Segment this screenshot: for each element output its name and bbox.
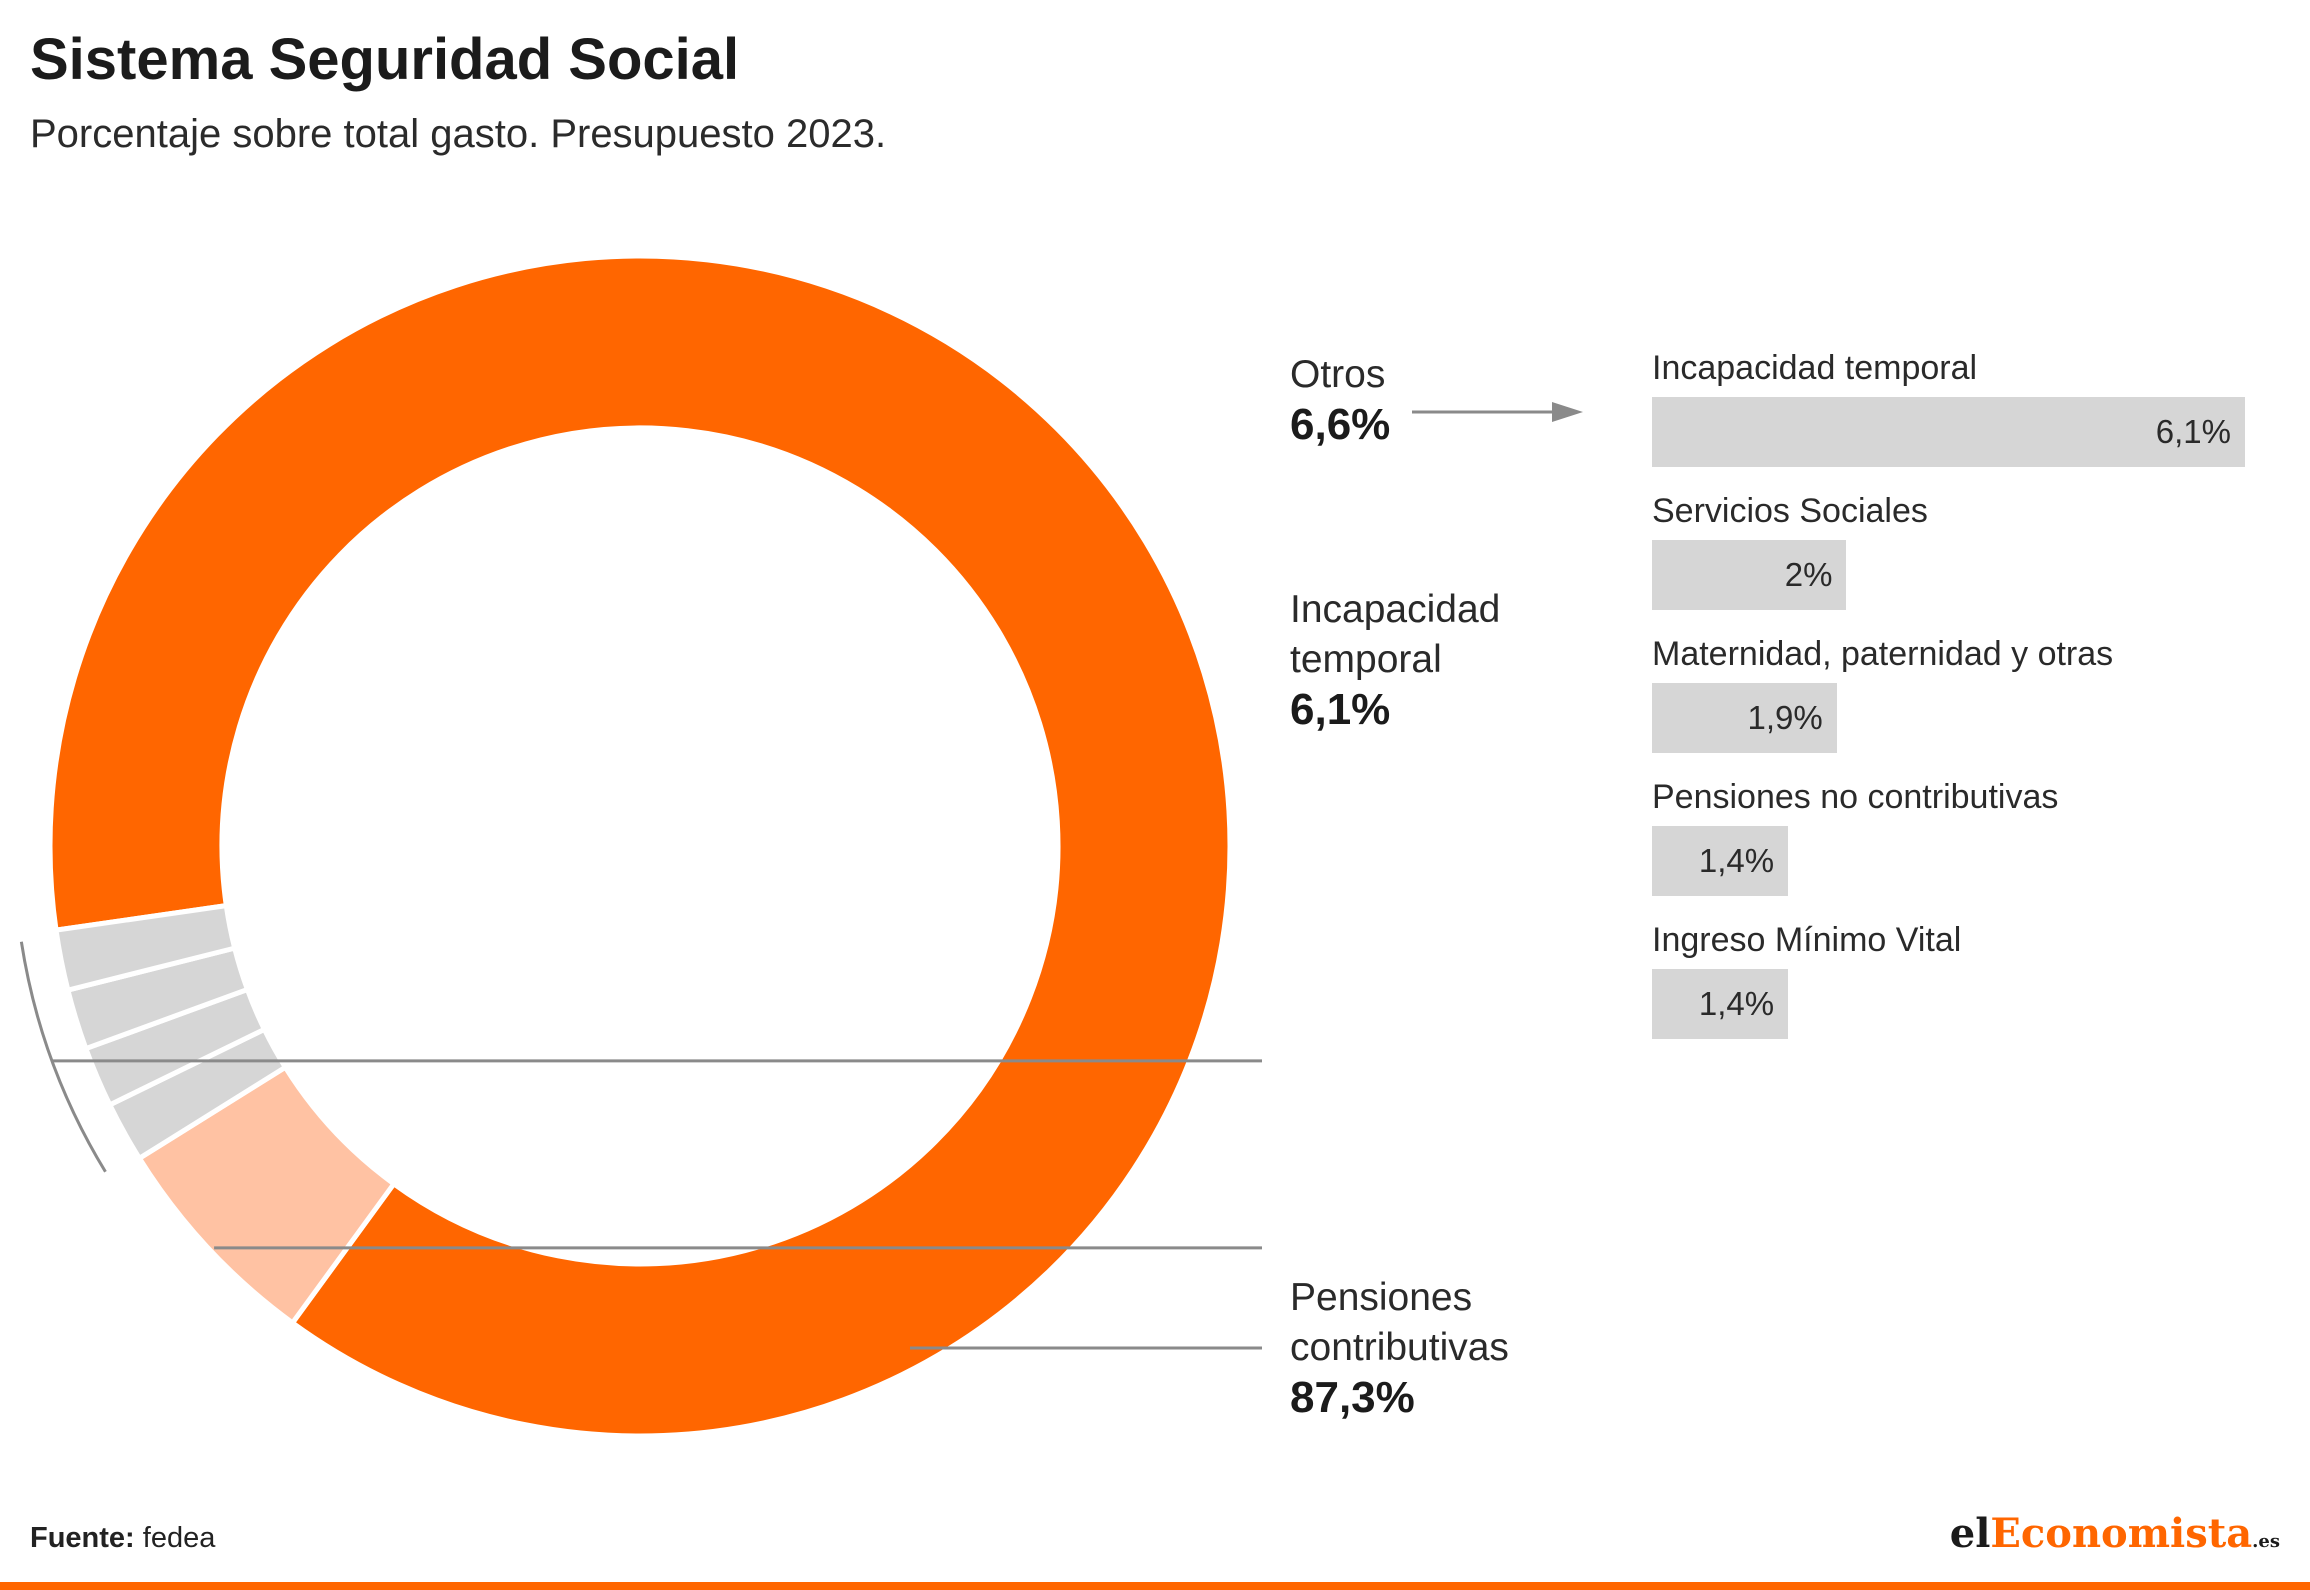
bar-item-pensiones-no-contributivas: Pensiones no contributivas 1,4% [1652,772,2272,896]
label-incapacidad-value: 6,1% [1290,685,1391,734]
source-note: Fuente: fedea [30,1522,215,1555]
chart-subtitle: Porcentaje sobre total gasto. Presupuest… [30,112,887,156]
bar-item-servicios-sociales: Servicios Sociales 2% [1652,486,2272,610]
chart-title: Sistema Seguridad Social [30,27,740,92]
bar: 2% [1652,540,1847,610]
bar-value: 1,9% [1747,699,1823,736]
label-incapacidad-name-1: Incapacidad [1290,588,1501,631]
bar-value: 6,1% [2155,413,2231,450]
bar-label: Maternidad, paternidad y otras [1652,635,2114,673]
donut-slice-pensiones-contributivas [47,253,1233,1439]
bar-value: 1,4% [1698,842,1775,879]
bar-label: Ingreso Mínimo Vital [1652,921,1962,959]
label-otros-value: 6,6% [1290,400,1391,449]
bar-item-incapacidad-temporal: Incapacidad temporal 6,1% [1652,343,2272,467]
bar: 1,4% [1652,969,1789,1039]
label-otros: Otros 6,6% [1290,350,1390,450]
label-incapacidad: Incapacidad temporal 6,1% [1290,585,1500,735]
source-label: Fuente: [30,1522,135,1554]
label-pensiones-name-1: Pensiones [1290,1276,1473,1319]
bar-value: 2% [1784,556,1833,593]
label-pensiones-value: 87,3% [1290,1373,1415,1422]
bar-label: Servicios Sociales [1652,492,1928,530]
label-incapacidad-name-2: temporal [1290,638,1442,681]
bar-value: 1,4% [1698,985,1775,1022]
label-pensiones: Pensiones contributivas 87,3% [1290,1273,1509,1423]
arrow-head [1552,402,1583,422]
bar-item-ingreso-minimo-vital: Ingreso Mínimo Vital 1,4% [1652,915,2272,1039]
bar-label: Incapacidad temporal [1652,349,1978,387]
source-value: fedea [142,1522,216,1554]
bar: 1,9% [1652,683,1837,753]
bar: 6,1% [1652,397,2245,467]
bar: 1,4% [1652,826,1789,896]
brand-logo: elEconomista.es [1949,1510,2280,1557]
label-pensiones-name-2: contributivas [1290,1326,1509,1369]
bar-label: Pensiones no contributivas [1652,778,2059,816]
label-otros-name: Otros [1290,353,1386,396]
donut-slice-otros-4 [53,902,238,994]
bar-item-maternidad: Maternidad, paternidad y otras 1,9% [1652,629,2272,753]
footer-accent-line [0,1582,2310,1590]
